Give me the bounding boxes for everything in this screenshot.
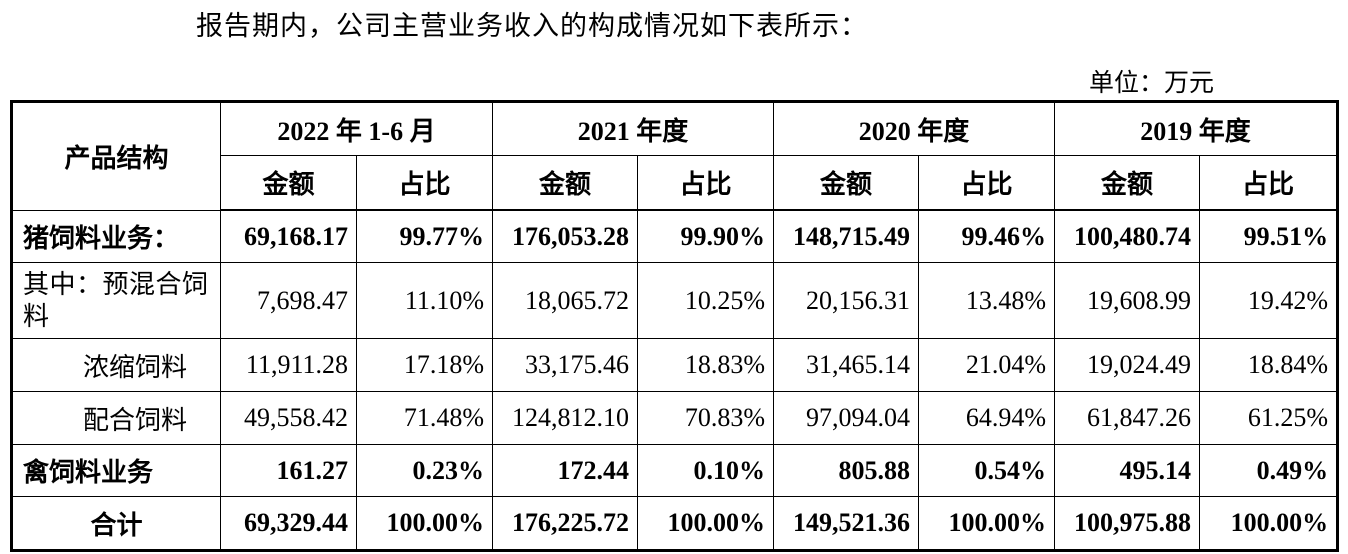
ratio-cell: 11.10% [355,262,494,339]
amount-cell: 31,465.14 [773,338,920,392]
table-row: 配合饲料 49,558.42 71.48% 124,812.10 70.83% … [11,391,1339,445]
amount-cell: 805.88 [773,444,920,497]
amount-cell: 19,608.99 [1054,262,1201,339]
amount-cell: 97,094.04 [773,391,920,445]
header-amount: 金额 [492,155,639,211]
ratio-cell: 19.42% [1199,262,1339,339]
header-amount: 金额 [1054,155,1201,211]
amount-cell: 149,521.36 [773,496,920,551]
ratio-cell: 0.23% [355,444,494,497]
ratio-cell: 10.25% [637,262,775,339]
header-period: 2022 年 1-6 月 [219,101,494,156]
amount-cell: 100,975.88 [1054,496,1201,551]
header-amount: 金额 [773,155,920,211]
ratio-cell: 17.18% [355,338,494,392]
unit-label: 单位：万元 [1088,68,1214,97]
ratio-cell: 71.48% [355,391,494,445]
amount-cell: 124,812.10 [492,391,639,445]
revenue-composition-table: 产品结构 2022 年 1-6 月 2021 年度 2020 年度 2019 年… [10,100,1340,552]
ratio-cell: 21.04% [918,338,1056,392]
table-row-total: 合计 69,329.44 100.00% 176,225.72 100.00% … [11,496,1339,551]
ratio-cell: 99.51% [1199,209,1339,263]
amount-cell: 49,558.42 [220,391,357,445]
ratio-cell: 18.84% [1199,338,1339,392]
ratio-cell: 61.25% [1199,391,1339,445]
amount-cell: 100,480.74 [1054,209,1201,263]
ratio-cell: 100.00% [355,496,494,551]
amount-cell: 20,156.31 [773,262,920,339]
row-label: 禽饲料业务 [11,444,221,497]
header-ratio: 占比 [1199,155,1339,211]
ratio-cell: 100.00% [637,496,775,551]
ratio-cell: 99.46% [918,209,1056,263]
row-label: 浓缩饲料 [11,338,221,392]
ratio-cell: 100.00% [918,496,1056,551]
header-period: 2019 年度 [1054,101,1339,156]
header-amount: 金额 [220,155,357,211]
amount-cell: 161.27 [220,444,357,497]
row-label: 其中：预混合饲料 [11,262,221,339]
ratio-cell: 13.48% [918,262,1056,339]
amount-cell: 61,847.26 [1054,391,1201,445]
amount-cell: 7,698.47 [220,262,357,339]
ratio-cell: 100.00% [1199,496,1339,551]
amount-cell: 176,053.28 [492,209,639,263]
ratio-cell: 18.83% [637,338,775,392]
ratio-cell: 99.77% [355,209,494,263]
amount-cell: 19,024.49 [1054,338,1201,392]
header-period: 2020 年度 [773,101,1056,156]
amount-cell: 18,065.72 [492,262,639,339]
header-product-structure: 产品结构 [11,101,221,211]
amount-cell: 495.14 [1054,444,1201,497]
table-row: 浓缩饲料 11,911.28 17.18% 33,175.46 18.83% 3… [11,338,1339,392]
ratio-cell: 0.49% [1199,444,1339,497]
amount-cell: 148,715.49 [773,209,920,263]
intro-paragraph: 报告期内，公司主营业务收入的构成情况如下表所示： [196,11,868,42]
ratio-cell: 99.90% [637,209,775,263]
row-label: 猪饲料业务： [11,209,221,263]
header-ratio: 占比 [637,155,775,211]
amount-cell: 69,329.44 [220,496,357,551]
amount-cell: 69,168.17 [220,209,357,263]
header-ratio: 占比 [918,155,1056,211]
table-row: 禽饲料业务 161.27 0.23% 172.44 0.10% 805.88 0… [11,444,1339,497]
row-label: 合计 [11,496,221,551]
header-ratio: 占比 [355,155,494,211]
row-label: 配合饲料 [11,391,221,445]
ratio-cell: 70.83% [637,391,775,445]
ratio-cell: 64.94% [918,391,1056,445]
amount-cell: 11,911.28 [220,338,357,392]
amount-cell: 176,225.72 [492,496,639,551]
header-period: 2021 年度 [492,101,775,156]
table-row: 猪饲料业务： 69,168.17 99.77% 176,053.28 99.90… [11,209,1339,263]
table-row: 其中：预混合饲料 7,698.47 11.10% 18,065.72 10.25… [11,262,1339,339]
ratio-cell: 0.10% [637,444,775,497]
amount-cell: 172.44 [492,444,639,497]
amount-cell: 33,175.46 [492,338,639,392]
ratio-cell: 0.54% [918,444,1056,497]
